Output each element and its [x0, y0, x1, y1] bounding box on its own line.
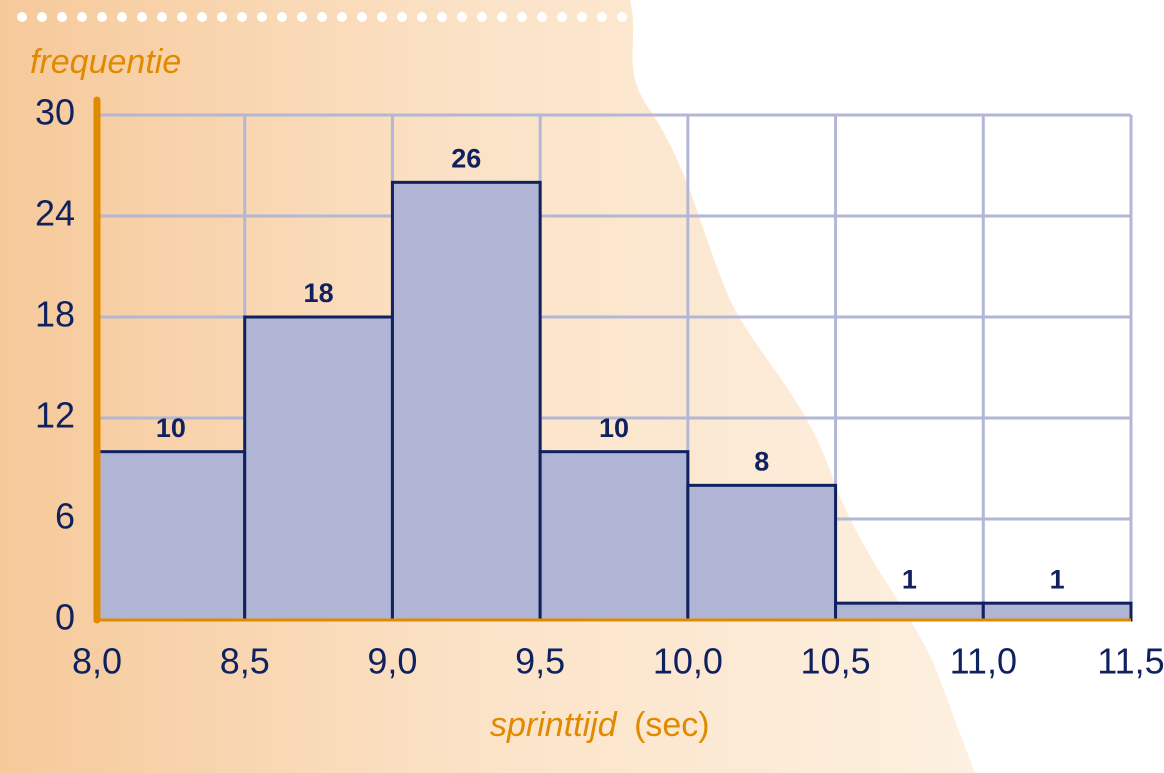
bar	[95, 450, 247, 622]
x-tick-label: 11,5	[1097, 641, 1164, 682]
y-tick-label: 18	[35, 294, 75, 335]
y-tick-label: 12	[35, 395, 75, 436]
paper-hole	[357, 12, 367, 22]
paper-hole	[217, 12, 227, 22]
paper-hole	[317, 12, 327, 22]
bar	[834, 601, 985, 622]
x-tick-label: 8,5	[220, 641, 270, 682]
paper-hole	[497, 12, 507, 22]
paper-hole	[597, 12, 607, 22]
paper-hole	[57, 12, 67, 22]
y-axis-label: frequentie	[30, 43, 181, 81]
x-tick-label: 9,5	[515, 641, 565, 682]
x-axis-label-name: sprinttijd	[490, 706, 618, 744]
y-tick-label: 6	[55, 496, 75, 537]
paper-hole	[537, 12, 547, 22]
paper-hole	[237, 12, 247, 22]
paper-hole	[617, 12, 627, 22]
paper-hole	[377, 12, 387, 22]
paper-hole	[417, 12, 427, 22]
bar	[538, 450, 690, 622]
paper-hole	[177, 12, 187, 22]
paper-hole	[517, 12, 527, 22]
paper-hole	[157, 12, 167, 22]
paper-hole	[97, 12, 107, 22]
x-tick-label: 10,0	[653, 641, 723, 682]
bar	[390, 180, 542, 622]
paper-hole	[277, 12, 287, 22]
x-tick-label: 9,0	[367, 641, 417, 682]
bar	[243, 315, 394, 622]
x-axis-label-unit: (sec)	[634, 706, 710, 744]
paper-hole	[437, 12, 447, 22]
paper-hole	[257, 12, 267, 22]
paper-hole	[457, 12, 467, 22]
paper-hole	[297, 12, 307, 22]
data-label: 8	[754, 446, 769, 476]
paper-hole	[477, 12, 487, 22]
data-label: 10	[599, 413, 629, 443]
paper-hole	[557, 12, 567, 22]
paper-hole	[137, 12, 147, 22]
paper-hole	[397, 12, 407, 22]
paper-hole	[337, 12, 347, 22]
x-tick-label: 8,0	[72, 641, 122, 682]
data-label: 18	[304, 278, 334, 308]
paper-hole	[577, 12, 587, 22]
y-tick-label: 0	[55, 597, 75, 638]
paper-hole	[117, 12, 127, 22]
x-axis-label: sprinttijd (sec)	[490, 706, 710, 744]
x-tick-label: 11,0	[950, 641, 1017, 682]
paper-hole	[17, 12, 27, 22]
y-tick-label: 24	[35, 193, 75, 234]
x-tick-label: 10,5	[801, 641, 871, 682]
paper-hole	[197, 12, 207, 22]
paper-hole	[77, 12, 87, 22]
data-label: 26	[451, 143, 481, 173]
paper-hole	[37, 12, 47, 22]
data-label: 1	[902, 564, 917, 594]
paper-hole	[637, 12, 647, 22]
data-label: 1	[1050, 564, 1065, 594]
y-tick-label: 30	[35, 92, 75, 133]
data-label: 10	[156, 413, 186, 443]
paper-holes	[17, 12, 647, 22]
bar	[981, 601, 1133, 622]
bar	[686, 483, 838, 622]
